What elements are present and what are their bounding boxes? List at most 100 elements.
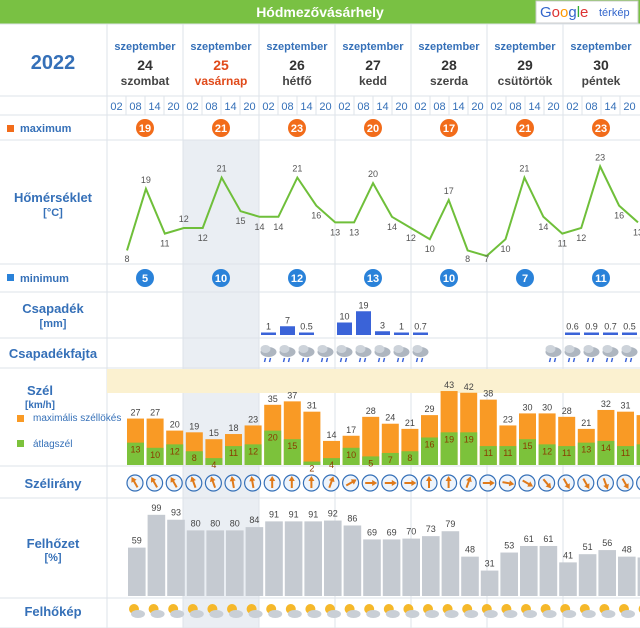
- wind-gust-value: 14: [326, 430, 336, 440]
- rain-cloud-icon: [298, 345, 315, 363]
- google-logo-suffix: térkép: [599, 7, 630, 19]
- cloud-bar: [324, 520, 342, 596]
- sun-cloud-icon: [285, 604, 302, 618]
- day-month: szeptember: [570, 41, 632, 53]
- label-precip-unit: [mm]: [40, 318, 67, 330]
- day-month: szeptember: [418, 41, 480, 53]
- wind-avg-bar: [283, 439, 301, 465]
- wind-arrow-icon: [577, 474, 595, 492]
- gust-marker: [17, 415, 24, 422]
- sun-cloud-icon: [462, 604, 479, 618]
- cloud-bar: [363, 539, 381, 596]
- wind-avg-bar: [499, 446, 517, 465]
- wind-avg-value: 7: [388, 455, 393, 465]
- wind-avg-value: 10: [150, 450, 160, 460]
- hour-label: 14: [452, 101, 464, 113]
- cloud-bar: [500, 552, 518, 596]
- wind-arrow-icon: [459, 474, 477, 492]
- wind-gust-value: 19: [189, 421, 199, 431]
- wind-avg-bar: [303, 461, 321, 465]
- cloud-value: 73: [426, 524, 436, 534]
- temperature-label: 14: [273, 222, 283, 232]
- label-maximum: maximum: [20, 123, 72, 135]
- cloud-value: 84: [249, 515, 259, 525]
- min-value: 10: [215, 273, 227, 285]
- wind-avg-value: 15: [522, 441, 532, 451]
- wind-gust-value: 24: [385, 413, 395, 423]
- cloud-bar: [422, 536, 440, 596]
- min-value: 5: [142, 273, 148, 285]
- hour-label: 14: [148, 101, 160, 113]
- sun-cloud-icon: [619, 604, 635, 618]
- wind-gust-value: 28: [366, 406, 376, 416]
- temperature-label: 14: [387, 222, 397, 232]
- title-bar: [0, 0, 640, 24]
- label-temperature: Hőmérséklet: [14, 190, 93, 205]
- wind-arrow-icon: [537, 474, 556, 492]
- hour-label: 08: [585, 101, 597, 113]
- google-maps-button[interactable]: Google térkép: [535, 0, 639, 24]
- wind-arrow-icon: [557, 474, 575, 492]
- label-avg-wind: átlagszél: [33, 439, 72, 450]
- cloud-bar: [578, 554, 597, 596]
- day-name: szombat: [121, 74, 170, 88]
- cloud-value: 59: [132, 536, 142, 546]
- wind-avg-value: 8: [407, 453, 412, 463]
- day-number: 25: [213, 57, 229, 73]
- day-name: hétfő: [282, 74, 311, 88]
- sun-cloud-icon: [442, 604, 459, 618]
- temperature-chart: 8 19 11 12 12 21 15 14 14 21 16 13 13 20 14 12 10 17 8 7 10 2…: [124, 152, 640, 264]
- sun-cloud-icon: [423, 604, 439, 618]
- label-temperature-unit: [°C]: [43, 207, 63, 219]
- precip-value: 3: [380, 320, 385, 330]
- sun-cloud-icon: [344, 604, 361, 618]
- precip-bar: [299, 332, 314, 335]
- wind-arrow-icon: [440, 474, 458, 492]
- hour-label: 20: [243, 101, 255, 113]
- cloud-value: 69: [387, 527, 397, 537]
- cloud-bar: [598, 550, 616, 596]
- wind-top-band: [107, 369, 640, 393]
- cloud-value: 93: [171, 508, 181, 518]
- temperature-label: 15: [236, 216, 246, 226]
- wind-arrow-icon: [479, 474, 497, 492]
- min-badge: [364, 269, 382, 287]
- min-badge: [136, 269, 154, 287]
- precip-value: 10: [339, 312, 349, 322]
- cloud-bar: [167, 519, 185, 596]
- max-badge: [592, 119, 610, 137]
- cloud-value: 56: [602, 538, 612, 548]
- cloud-bar: [461, 556, 479, 596]
- label-cloud-pic: Felhőkép: [24, 604, 81, 619]
- wind-avg-bar: [519, 439, 536, 465]
- rain-cloud-icon: [564, 345, 581, 363]
- precip-bar: [356, 311, 371, 335]
- max-badge: [364, 119, 382, 137]
- cloud-value: 61: [524, 534, 534, 544]
- max-badge: [516, 119, 534, 137]
- max-value: 20: [367, 123, 379, 135]
- wind-arrow-icon: [146, 474, 164, 492]
- wind-gust-value: 42: [464, 382, 474, 392]
- temperature-label: 7: [484, 254, 489, 264]
- wind-avg-value: 16: [424, 439, 434, 449]
- temperature-label: 12: [198, 233, 208, 243]
- cloud-bar: [226, 530, 244, 596]
- wind-gust-value: 27: [150, 408, 160, 418]
- precip-bar: [565, 332, 580, 335]
- min-badge: [288, 269, 306, 287]
- wind-arrow-icon: [263, 474, 281, 492]
- temperature-label: 16: [614, 211, 624, 221]
- wind-avg-value: 10: [346, 450, 356, 460]
- precip-bar: [394, 332, 409, 335]
- wind-avg-value: 4: [329, 460, 334, 470]
- hour-label: 14: [604, 101, 616, 113]
- wind-arrow-icon: [302, 474, 320, 492]
- wind-arrow-icon: [498, 474, 516, 492]
- hour-label: 02: [262, 101, 274, 113]
- day-number: 24: [137, 57, 153, 73]
- wind-arrow-icon: [596, 474, 615, 492]
- wind-avg-bar: [146, 447, 164, 465]
- cloud-bar: [441, 531, 460, 596]
- cloud-bar: [186, 530, 205, 596]
